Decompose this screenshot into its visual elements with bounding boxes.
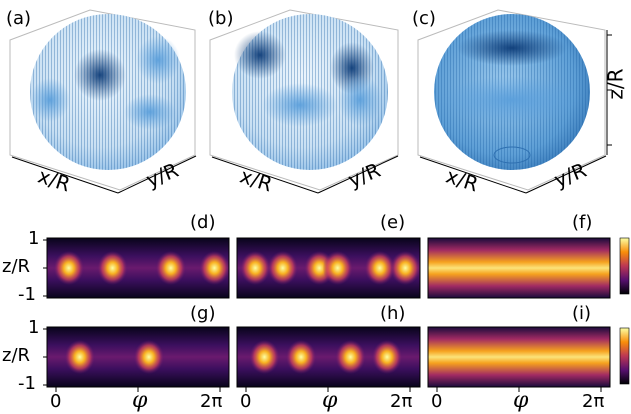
y-label-d: z/R bbox=[2, 256, 31, 277]
bright-spot bbox=[53, 251, 84, 285]
panel-label-f: (f) bbox=[572, 212, 593, 233]
bright-spot bbox=[97, 251, 128, 285]
heatmap-d bbox=[46, 237, 230, 299]
panel-label-g: (g) bbox=[190, 303, 216, 324]
x-label-phi-h: φ bbox=[322, 388, 338, 413]
bright-spot bbox=[335, 340, 366, 374]
sphere-b bbox=[232, 14, 388, 170]
heatmap-g bbox=[46, 326, 230, 388]
z-axis-ticks bbox=[606, 30, 612, 155]
sphere-a bbox=[30, 14, 186, 170]
y-tick-top-d: 1 bbox=[28, 228, 40, 249]
panel-label-b: (b) bbox=[208, 8, 234, 29]
heatmap-i bbox=[427, 326, 611, 388]
x-tick-2pi-h: 2π bbox=[390, 391, 413, 412]
bright-spot bbox=[286, 340, 317, 374]
panel-label-c: (c) bbox=[412, 8, 436, 29]
bright-spot bbox=[133, 340, 164, 374]
heatmap-e bbox=[236, 237, 421, 299]
heatmap-h bbox=[236, 326, 421, 388]
bright-spot bbox=[240, 251, 271, 285]
x-label-phi-i: φ bbox=[513, 388, 529, 413]
panel-label-a: (a) bbox=[6, 8, 32, 29]
bright-spot bbox=[155, 251, 186, 285]
bright-spot bbox=[372, 340, 403, 374]
heatmap-f bbox=[427, 237, 611, 299]
y-tick-top-g: 1 bbox=[28, 317, 40, 338]
colorbar-bottom bbox=[619, 327, 630, 385]
colorbar-top bbox=[619, 237, 630, 295]
panel-label-e: (e) bbox=[380, 212, 406, 233]
panel-label-h: (h) bbox=[380, 303, 406, 324]
xy-axis-lines bbox=[11, 155, 607, 194]
y-label-g: z/R bbox=[2, 345, 31, 366]
x-label-phi-g: φ bbox=[132, 388, 148, 413]
bright-spot bbox=[267, 251, 298, 285]
sphere-axes-frames bbox=[9, 9, 606, 191]
bright-spot bbox=[249, 340, 280, 374]
bright-spot bbox=[322, 251, 353, 285]
y-tick-bottom-d: -1 bbox=[18, 284, 36, 305]
panel-label-d: (d) bbox=[190, 212, 216, 233]
heatmap-ticks bbox=[43, 239, 602, 392]
x-tick-2pi-g: 2π bbox=[200, 391, 223, 412]
x-tick-2pi-i: 2π bbox=[582, 391, 605, 412]
bright-spot bbox=[64, 340, 95, 374]
y-tick-bottom-g: -1 bbox=[18, 373, 36, 394]
x-tick-0-g: 0 bbox=[50, 391, 62, 412]
z-axis-label-c: z/R bbox=[603, 68, 628, 100]
panel-label-i: (i) bbox=[572, 303, 592, 324]
sphere-c bbox=[434, 14, 590, 170]
bright-spot bbox=[199, 251, 230, 285]
bright-spot bbox=[390, 251, 421, 285]
x-tick-0-h: 0 bbox=[240, 391, 252, 412]
bright-spot bbox=[364, 251, 395, 285]
x-tick-0-i: 0 bbox=[431, 391, 443, 412]
